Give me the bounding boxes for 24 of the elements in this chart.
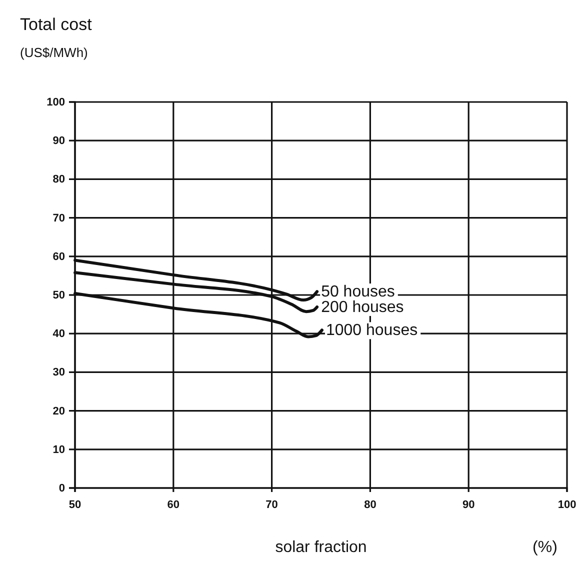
y-tick-label: 90 xyxy=(52,135,65,148)
x-tick-label: 70 xyxy=(266,498,278,511)
series-label: 1000 houses xyxy=(326,322,418,340)
y-tick-label: 80 xyxy=(52,174,65,186)
y-tick-label: 60 xyxy=(52,250,65,263)
x-tick-label: 100 xyxy=(558,498,576,511)
text: (%) xyxy=(532,539,558,556)
y-tick-label: 50 xyxy=(52,290,65,302)
x-tick-label: 90 xyxy=(462,498,475,511)
y-axis-title: (US$/MWh) xyxy=(20,45,88,60)
y-tick-label: 20 xyxy=(52,405,65,418)
y-tick-label: 30 xyxy=(52,366,65,379)
series-label: 200 houses xyxy=(321,298,404,316)
y-tick-label: 100 xyxy=(46,96,65,109)
y-tick-label: 0 xyxy=(58,482,65,495)
x-axis-title: solar fraction xyxy=(275,539,367,556)
x-tick-label: 50 xyxy=(68,498,82,511)
y-tick-label: 40 xyxy=(52,328,65,340)
series-label: 50 houses xyxy=(321,284,395,301)
chart-title: Total cost xyxy=(20,15,92,34)
x-tick-label: 80 xyxy=(364,498,376,511)
y-tick-label: 10 xyxy=(52,444,65,456)
x-tick-label: 60 xyxy=(167,498,180,511)
y-tick-label: 70 xyxy=(52,212,65,224)
